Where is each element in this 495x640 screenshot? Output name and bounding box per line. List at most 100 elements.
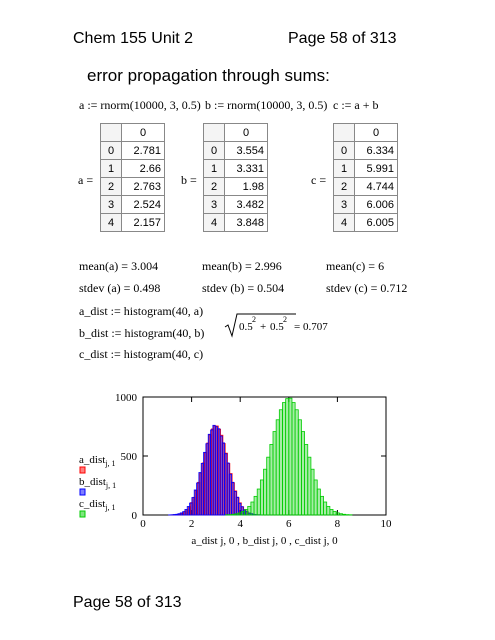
legend-subscript: j, 1 [105, 481, 116, 490]
histogram-bar [275, 419, 280, 516]
histogram-bar [316, 488, 321, 516]
histogram-bar [329, 509, 334, 516]
x-tick-label: 2 [189, 518, 195, 530]
histogram-bar [319, 495, 324, 516]
histogram-bar [294, 409, 299, 516]
corner [100, 123, 122, 142]
term: 0.5 [270, 321, 284, 333]
mean: mean(c) = 6 [326, 259, 385, 273]
cell: 2.763 [121, 177, 165, 196]
histogram-bar [263, 468, 268, 516]
histogram-bar [291, 402, 296, 516]
histogram-bar [237, 512, 242, 516]
row: 1 5.991 [333, 159, 398, 178]
histogram-bar [285, 398, 290, 516]
header-right: Page 58 of 313 [288, 30, 397, 47]
cell: 3.482 [224, 195, 268, 214]
term: 0.5 [239, 321, 253, 333]
histogram-bar [244, 509, 249, 516]
histogram-bar [253, 495, 258, 516]
row-index: 2 [203, 177, 225, 196]
row-index: 3 [333, 195, 355, 214]
definition: b := rnorm(10000, 3, 0.5) [205, 98, 328, 112]
histogram-def: b_dist := histogram(40, b) [79, 326, 205, 340]
row-index: 2 [100, 177, 122, 196]
cell: 2.781 [121, 141, 165, 160]
table-label: c = [311, 173, 327, 187]
histogram-bar [335, 512, 340, 516]
corner [333, 123, 355, 142]
histogram-bar [297, 419, 302, 516]
row: 3 2.524 [100, 195, 165, 214]
legend-name: b_dist [79, 476, 106, 488]
row-index: 4 [333, 213, 355, 232]
corner [203, 123, 225, 142]
header-row: 0 [333, 123, 398, 142]
cell: 5.991 [354, 159, 398, 178]
histogram-bar [256, 488, 261, 516]
column-header: 0 [224, 123, 268, 142]
matrix-table: 0 0 6.334 1 5.991 2 4.744 3 6.006 4 6.005 [333, 123, 398, 232]
row: 3 3.482 [203, 195, 268, 214]
histogram-def: a_dist := histogram(40, a) [79, 304, 204, 318]
row-index: 1 [100, 159, 122, 178]
histogram-bar [247, 505, 252, 516]
histogram-def: c_dist := histogram(40, c) [79, 347, 204, 361]
histogram-bar [332, 511, 337, 516]
row-index: 0 [203, 141, 225, 160]
legend-label: c_distj, 1 [79, 498, 116, 512]
sqrt-expression: 0.5 2 + 0.5 2 = 0.707 [224, 313, 328, 338]
histogram-bar [288, 397, 293, 516]
header-row: 0 [203, 123, 268, 142]
table-label: a = [78, 173, 94, 187]
exponent: 2 [252, 315, 256, 324]
column-header: 0 [121, 123, 165, 142]
legend-label: a_distj, 1 [79, 454, 116, 468]
cell: 4.744 [354, 177, 398, 196]
histogram-bar [310, 468, 315, 516]
row-index: 1 [203, 159, 225, 178]
stdev: stdev (a) = 0.498 [79, 281, 161, 295]
row: 0 3.554 [203, 141, 268, 160]
histogram-bar [342, 513, 347, 516]
matrix-table: 0 0 3.554 1 3.331 2 1.98 3 3.482 4 3.848 [203, 123, 268, 232]
row: 2 4.744 [333, 177, 398, 196]
row: 1 2.66 [100, 159, 165, 178]
histogram-bar [266, 456, 271, 516]
exponent: 2 [283, 315, 287, 324]
row-index: 0 [100, 141, 122, 160]
header-row: 0 [100, 123, 165, 142]
histogram-bar [313, 479, 318, 516]
histogram-bar [307, 456, 312, 516]
radical [224, 313, 296, 338]
column-header: 0 [354, 123, 398, 142]
row: 0 6.334 [333, 141, 398, 160]
y-tick-label: 500 [121, 451, 138, 463]
cell: 3.554 [224, 141, 268, 160]
row: 1 3.331 [203, 159, 268, 178]
table-label: b = [181, 173, 197, 187]
cell: 6.005 [354, 213, 398, 232]
histogram-bar [241, 511, 245, 516]
stdev: stdev (c) = 0.712 [326, 281, 408, 295]
row: 2 2.763 [100, 177, 165, 196]
cell: 6.334 [354, 141, 398, 160]
y-tick-label: 0 [132, 510, 138, 522]
legend-subscript: j, 1 [104, 503, 115, 512]
x-tick-label: 10 [381, 518, 393, 530]
definition: c := a + b [333, 98, 379, 112]
histogram-bar [301, 431, 305, 516]
x-tick-label: 0 [140, 518, 146, 530]
histogram-bar [272, 431, 277, 516]
matrix-table: 0 0 2.781 1 2.66 2 2.763 3 2.524 4 2.157 [100, 123, 165, 232]
cell: 3.331 [224, 159, 268, 178]
y-tick-label: 1000 [115, 392, 138, 404]
cell: 2.66 [121, 159, 165, 178]
x-tick-label: 8 [335, 518, 341, 530]
row-index: 4 [100, 213, 122, 232]
x-axis-label: a_dist j, 0 , b_dist j, 0 , c_dist j, 0 [191, 535, 338, 547]
row: 4 6.005 [333, 213, 398, 232]
histogram-bar [259, 479, 264, 516]
cell: 3.848 [224, 213, 268, 232]
